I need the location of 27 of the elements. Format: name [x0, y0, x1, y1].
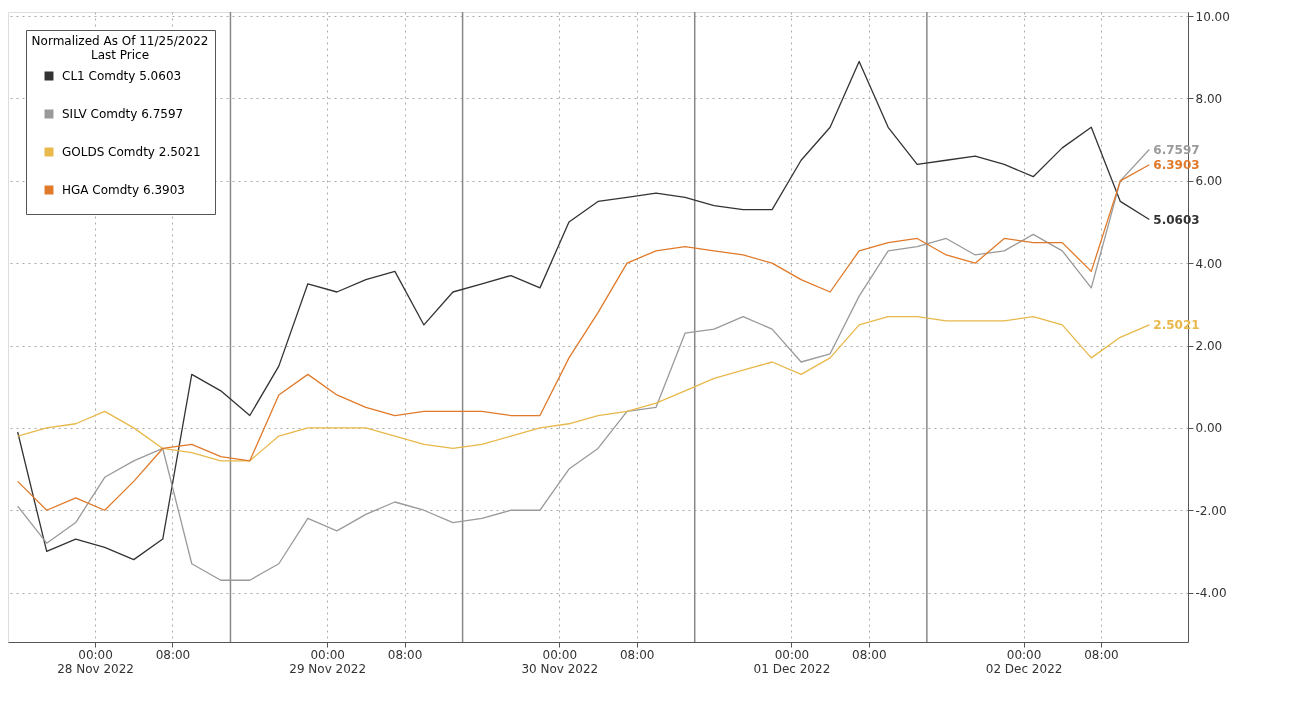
legend-label: HGA Comdty 6.3903 [62, 183, 185, 197]
x-tick-label: 08:00 [619, 647, 655, 662]
x-tick-label: 00:00 30 Nov 2022 [521, 647, 599, 676]
y-tick-label: -4.00 [1195, 586, 1227, 601]
legend-label: SILV Comdty 6.7597 [62, 107, 184, 121]
x-tick-label: 00:00 29 Nov 2022 [289, 647, 367, 676]
x-tick-label: 00:00 02 Dec 2022 [985, 647, 1063, 676]
y-tick-label: 0.00 [1195, 421, 1223, 436]
x-tick-label: 00:00 28 Nov 2022 [57, 647, 134, 676]
x-tick-label: 08:00 [852, 647, 887, 662]
y-tick-label: 8.00 [1195, 91, 1223, 106]
y-tick-label: 10.00 [1195, 9, 1230, 24]
x-tick-label: 08:00 [387, 647, 423, 662]
y-tick-label: 4.00 [1195, 256, 1223, 271]
line-series [17, 60, 1150, 561]
legend-label: CL1 Comdty 5.0603 [62, 69, 182, 83]
x-tick-label: 08:00 [1084, 647, 1119, 662]
y-tick-label: 6.00 [1195, 174, 1223, 189]
y-tick-label: -2.00 [1195, 503, 1227, 518]
line-series [17, 148, 1150, 581]
x-tick-label: 00:00 01 Dec 2022 [753, 647, 831, 676]
line-series [17, 164, 1150, 511]
legend-label: GOLDS Comdty 2.5021 [62, 145, 201, 159]
line-series [17, 316, 1150, 462]
x-tick-label: 08:00 [155, 647, 191, 662]
legend-title: Normalized As Of 11/25/2022 Last Price [31, 34, 209, 62]
y-tick-label: 2.00 [1195, 339, 1223, 354]
